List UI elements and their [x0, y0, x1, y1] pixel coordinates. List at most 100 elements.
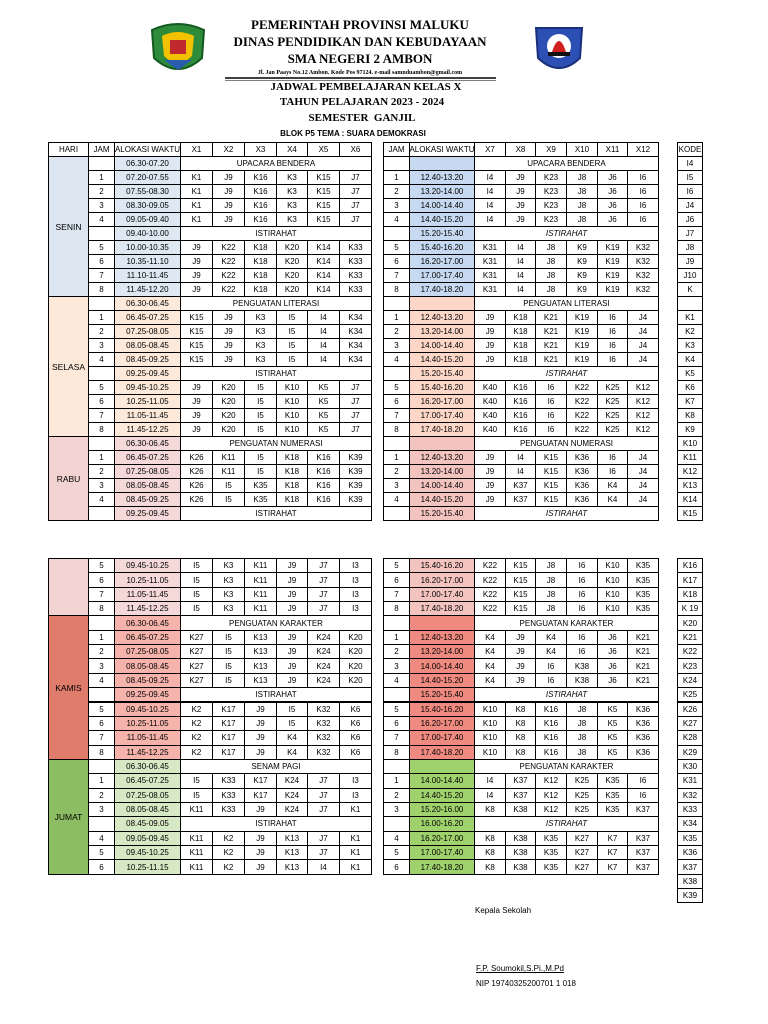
subject-code: K11: [180, 801, 213, 818]
kode: K1: [677, 310, 703, 325]
jam: 6: [383, 715, 410, 732]
subject-code: K10: [276, 408, 308, 423]
subject-code: K35: [535, 859, 567, 875]
subject-code: K16: [307, 492, 340, 507]
subject-code: I5: [276, 352, 308, 367]
subject-code: I6: [535, 658, 567, 674]
subject-code: J9: [212, 198, 245, 213]
subject-code: K39: [339, 450, 372, 465]
cell: [383, 687, 410, 703]
subject-code: K27: [566, 845, 598, 861]
subject-code: K15: [535, 478, 567, 493]
subject-code: I6: [627, 170, 659, 185]
subject-code: J9: [474, 450, 506, 465]
subject-code: J9: [474, 352, 506, 367]
subject-code: K9: [566, 254, 598, 269]
time-slot: 08.05-08.45: [114, 801, 181, 818]
activity: PENGUATAN LITERASI: [180, 296, 372, 311]
subject-code: K16: [244, 212, 277, 227]
subject-code: K5: [307, 380, 340, 395]
subject-code: K11: [180, 830, 213, 846]
subject-code: K10: [597, 586, 628, 603]
subject-code: K6: [339, 701, 372, 717]
subject-code: J4: [627, 338, 659, 353]
subject-code: J9: [276, 644, 308, 660]
subject-code: K15: [307, 184, 340, 199]
time-slot: 16.20-17.00: [409, 572, 475, 588]
jam: 4: [383, 492, 410, 507]
subject-code: J9: [212, 170, 245, 185]
jam: 5: [383, 845, 410, 861]
subject-code: K24: [276, 773, 308, 789]
time-slot: 15.40-16.20: [409, 558, 475, 574]
time-slot: 15.40-16.20: [409, 701, 475, 717]
subject-code: I6: [627, 787, 659, 803]
subject-code: J8: [535, 254, 567, 269]
time-slot: 08.30-09.05: [114, 198, 181, 213]
subject-code: K35: [627, 558, 659, 574]
subject-code: J7: [307, 773, 340, 789]
subject-code: J9: [180, 422, 213, 437]
subject-code: K1: [180, 170, 213, 185]
time-slot: [409, 296, 475, 311]
subject-code: J9: [212, 324, 245, 339]
subject-code: J9: [276, 558, 308, 574]
subject-code: K39: [339, 464, 372, 479]
subject-code: J9: [276, 586, 308, 603]
subject-code: K21: [535, 310, 567, 325]
subject-code: I4: [505, 254, 536, 269]
subject-code: K10: [474, 744, 506, 760]
day: SENIN: [48, 156, 89, 297]
subject-code: K25: [597, 408, 628, 423]
subject-code: K35: [597, 801, 628, 818]
subject-code: J4: [627, 352, 659, 367]
subject-code: K34: [339, 338, 372, 353]
subject-code: J8: [535, 586, 567, 603]
jam: 6: [88, 254, 115, 269]
subject-code: K16: [505, 394, 536, 409]
column-header: ALOKASI WAKTU: [409, 142, 475, 157]
subject-code: K17: [212, 730, 245, 746]
subject-code: K37: [627, 830, 659, 846]
subject-code: J4: [627, 324, 659, 339]
subject-code: K13: [276, 830, 308, 846]
subject-code: K16: [244, 198, 277, 213]
time-slot: 16.20-17.00: [409, 394, 475, 409]
time-slot: 17.00-17.40: [409, 268, 475, 283]
signature-name: F.P. Soumokil,S.Pi.,M.Pd: [476, 964, 564, 973]
subject-code: K8: [505, 730, 536, 746]
subject-code: I6: [566, 558, 598, 574]
activity: ISTIRAHAT: [180, 506, 372, 521]
subject-code: I4: [307, 352, 340, 367]
kode: K27: [677, 715, 703, 732]
subject-code: I5: [180, 572, 213, 588]
time-slot: 07.25-08.05: [114, 644, 181, 660]
kode: K: [677, 282, 703, 297]
subject-code: J7: [307, 787, 340, 803]
activity: PENGUATAN KARAKTER: [474, 615, 659, 631]
signature-nip: NIP 19740325200701 1 018: [476, 979, 576, 988]
subject-code: K35: [627, 601, 659, 617]
subject-code: K27: [180, 672, 213, 689]
subject-code: K20: [339, 672, 372, 689]
subject-code: K2: [180, 730, 213, 746]
subject-code: K4: [535, 629, 567, 646]
subject-code: I5: [244, 380, 277, 395]
subject-code: K3: [276, 170, 308, 185]
time-slot: 11.05-11.45: [114, 586, 181, 603]
subject-code: I6: [597, 338, 628, 353]
subject-code: I5: [180, 787, 213, 803]
activity: ISTIRAHAT: [180, 687, 372, 703]
cell: [383, 506, 410, 521]
time-slot: 16.20-17.00: [409, 715, 475, 732]
subject-code: K2: [212, 830, 245, 846]
subject-code: K1: [180, 198, 213, 213]
subject-code: J9: [505, 629, 536, 646]
kode: K20: [677, 615, 703, 631]
subject-code: K2: [180, 701, 213, 717]
subject-code: K18: [276, 464, 308, 479]
subject-code: K33: [212, 773, 245, 789]
time-slot: 09.45-10.25: [114, 701, 181, 717]
jam: 3: [383, 478, 410, 493]
